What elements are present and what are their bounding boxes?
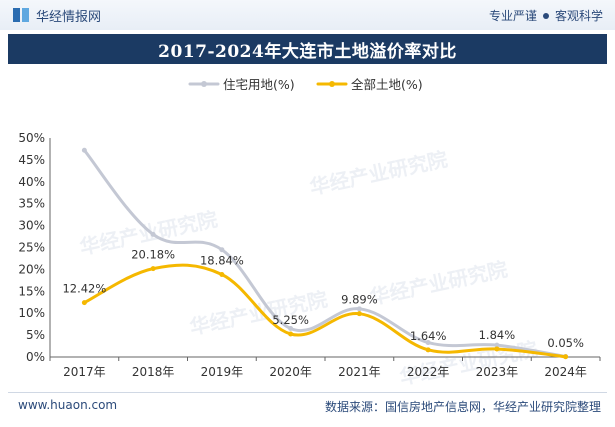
data-point	[150, 266, 156, 272]
legend-label: 全部土地(%)	[351, 77, 423, 92]
y-tick-label: 50%	[18, 131, 45, 145]
top-bar: 华经情报网 专业严谨 客观科学	[0, 0, 615, 30]
footer-divider	[8, 392, 607, 393]
title-bar: 2017-2024年大连市土地溢价率对比	[8, 34, 607, 64]
y-tick-label: 30%	[18, 219, 45, 233]
footer-website[interactable]: www.huaon.com	[18, 398, 118, 412]
data-label: 12.42%	[62, 282, 106, 296]
x-tick-label: 2022年	[407, 365, 450, 379]
data-point	[356, 311, 362, 317]
data-point	[356, 306, 362, 312]
y-tick-label: 45%	[18, 153, 45, 167]
x-tick-label: 2017年	[63, 365, 106, 379]
data-point	[81, 300, 87, 306]
data-label: 5.25%	[272, 313, 309, 327]
data-point	[150, 231, 156, 237]
data-label: 1.64%	[410, 329, 447, 343]
legend-marker	[201, 81, 207, 87]
data-point	[288, 331, 294, 337]
brand: 华经情报网	[12, 6, 102, 25]
y-tick-label: 20%	[18, 262, 45, 276]
x-tick-label: 2020年	[269, 365, 312, 379]
data-point	[81, 147, 87, 153]
data-point	[425, 340, 431, 346]
x-tick-label: 2019年	[201, 365, 244, 379]
series-line-1	[82, 263, 568, 359]
data-point	[425, 347, 431, 353]
line-chart: 华经产业研究院华经产业研究院华经产业研究院华经产业研究院华经产业研究院0%5%1…	[18, 77, 601, 389]
legend-label: 住宅用地(%)	[223, 77, 295, 92]
tagline-right: 客观科学	[554, 9, 603, 23]
data-label: 20.18%	[131, 248, 175, 262]
legend-marker	[329, 81, 335, 87]
separator-dot-icon	[542, 12, 549, 19]
x-tick-label: 2024年	[544, 365, 587, 379]
data-point	[494, 342, 500, 348]
data-label: 0.05%	[547, 336, 584, 350]
y-tick-label: 0%	[26, 350, 45, 364]
y-tick-label: 25%	[18, 241, 45, 255]
data-point	[219, 247, 225, 253]
huajing-logo-icon	[13, 8, 29, 22]
tagline: 专业严谨 客观科学	[489, 7, 603, 24]
data-point	[494, 346, 500, 352]
x-tick-label: 2018年	[132, 365, 175, 379]
y-tick-label: 15%	[18, 284, 45, 298]
data-label: 9.89%	[341, 293, 378, 307]
brand-name: 华经情报网	[36, 9, 102, 25]
tagline-left: 专业严谨	[488, 9, 537, 23]
y-tick-label: 40%	[18, 175, 45, 189]
data-point	[563, 354, 569, 360]
data-label: 1.84%	[479, 328, 516, 342]
x-tick-label: 2021年	[338, 365, 381, 379]
watermark-text: 华经产业研究院	[308, 147, 450, 200]
data-label: 18.84%	[200, 253, 244, 267]
y-tick-label: 35%	[18, 197, 45, 211]
x-tick-label: 2023年	[476, 365, 519, 379]
footer-source: 数据来源：国信房地产信息网，华经产业研究院整理	[324, 400, 601, 414]
data-point	[288, 326, 294, 332]
y-tick-label: 5%	[26, 328, 45, 342]
chart-title: 2017-2024年大连市土地溢价率对比	[158, 41, 457, 62]
watermark-text: 华经产业研究院	[368, 257, 510, 310]
data-point	[219, 271, 225, 277]
y-tick-label: 10%	[18, 306, 45, 320]
